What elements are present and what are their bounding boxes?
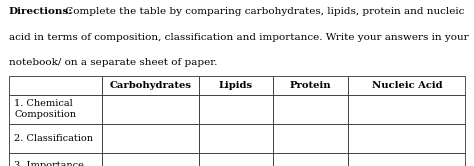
Bar (9, 153, 102, 166)
Bar (199, 76, 273, 95)
Text: 3. Importance: 3. Importance (14, 161, 84, 166)
Text: Complete the table by comparing carbohydrates, lipids, protein and nucleic: Complete the table by comparing carbohyd… (62, 7, 464, 16)
Text: Directions:: Directions: (9, 7, 73, 16)
Bar (348, 76, 465, 95)
Text: Carbohydrates: Carbohydrates (109, 81, 191, 90)
Text: 2. Classification: 2. Classification (14, 134, 93, 143)
Bar (273, 76, 348, 95)
Bar (273, 95, 348, 124)
Bar (102, 153, 199, 166)
Text: Protein: Protein (290, 81, 331, 90)
Bar (199, 153, 273, 166)
Bar (273, 153, 348, 166)
Bar (199, 95, 273, 124)
Bar (348, 124, 465, 153)
Text: acid in terms of composition, classification and importance. Write your answers : acid in terms of composition, classifica… (9, 33, 468, 42)
Bar (199, 124, 273, 153)
Bar (102, 76, 199, 95)
Bar (102, 124, 199, 153)
Bar (102, 95, 199, 124)
Bar (348, 95, 465, 124)
Bar (9, 95, 102, 124)
Text: Lipids: Lipids (219, 81, 253, 90)
Bar (273, 124, 348, 153)
Bar (348, 153, 465, 166)
Text: 1. Chemical
Composition: 1. Chemical Composition (14, 99, 76, 119)
Text: notebook/ on a separate sheet of paper.: notebook/ on a separate sheet of paper. (9, 58, 217, 67)
Bar (9, 76, 102, 95)
Text: Nucleic Acid: Nucleic Acid (372, 81, 442, 90)
Bar (9, 124, 102, 153)
